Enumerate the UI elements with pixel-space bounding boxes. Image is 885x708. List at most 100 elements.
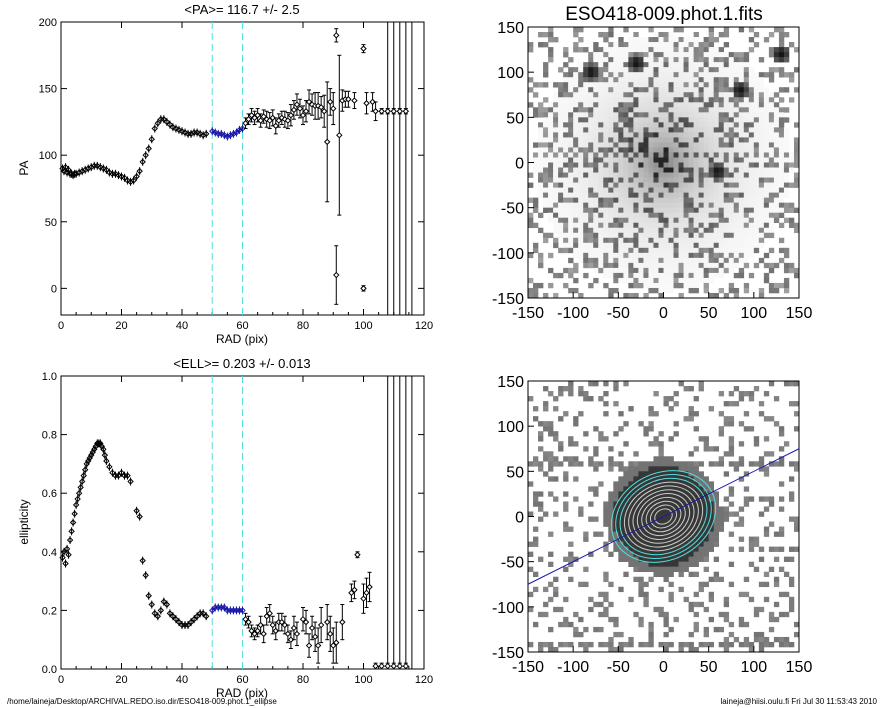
image-pixel	[768, 177, 775, 183]
image-pixel	[658, 272, 664, 279]
image-pixel	[573, 287, 579, 294]
image-pixel	[793, 172, 800, 178]
image-pixel	[533, 586, 539, 593]
image-pixel	[778, 37, 785, 43]
image-pixel	[633, 292, 639, 299]
data-point	[248, 627, 255, 635]
image-pixel	[568, 212, 574, 219]
image-pixel	[553, 222, 559, 229]
image-pixel	[548, 127, 554, 133]
image-pixel	[693, 167, 699, 173]
image-pixel	[628, 52, 634, 58]
image-pixel	[703, 222, 709, 229]
image-pixel	[768, 187, 775, 193]
image-pixel	[538, 556, 544, 562]
image-pixel	[653, 466, 659, 472]
image-pixel	[738, 122, 745, 128]
image-pixel	[643, 466, 649, 472]
image-pixel	[708, 237, 714, 244]
image-pixel	[658, 162, 664, 168]
image-pixel	[633, 147, 639, 153]
image-pixel	[553, 182, 559, 188]
image-pixel	[673, 277, 679, 284]
image-pixel	[608, 252, 614, 259]
image-pixel	[778, 127, 785, 133]
image-pixel	[608, 272, 614, 279]
image-pixel	[593, 601, 599, 608]
image-pixel	[763, 262, 770, 269]
image-pixel	[788, 606, 795, 613]
image-pixel	[763, 581, 770, 588]
image-pixel	[593, 77, 599, 83]
image-pixel	[593, 531, 599, 537]
image-pixel	[678, 77, 684, 83]
image-pixel	[778, 147, 785, 153]
image-pixel	[633, 97, 639, 103]
image-pixel	[578, 292, 584, 299]
image-pixel	[543, 97, 549, 103]
pa-xlabel: RAD (pix)	[216, 332, 268, 346]
image-pixel	[728, 77, 735, 83]
image-pixel	[603, 242, 609, 249]
image-pixel	[643, 182, 649, 188]
image-pixel	[593, 72, 599, 78]
image-pixel	[733, 287, 740, 294]
image-pixel	[603, 606, 609, 613]
image-pixel	[728, 421, 735, 427]
image-pixel	[678, 381, 684, 387]
data-point	[74, 495, 81, 503]
image-pixel	[763, 37, 770, 43]
image-pixel	[643, 292, 649, 299]
image-pixel	[688, 192, 694, 198]
image-pixel	[703, 82, 709, 88]
image-pixel	[703, 102, 709, 108]
image-pixel	[638, 62, 644, 68]
image-pixel	[633, 72, 639, 78]
image-pixel	[603, 401, 609, 407]
image-pixel	[743, 82, 750, 88]
image-pixel	[618, 152, 624, 158]
image-pixel	[623, 52, 629, 58]
image-pixel	[678, 192, 684, 198]
image-pixel	[703, 77, 709, 83]
image-pixel	[738, 232, 745, 239]
image-pixel	[553, 172, 559, 178]
image-pixel	[588, 212, 594, 219]
data-point	[103, 457, 110, 465]
image-pixel	[638, 97, 644, 103]
image-pixel	[763, 496, 770, 502]
image-pixel	[598, 47, 604, 53]
image-pixel	[778, 32, 785, 38]
image-pixel	[608, 641, 614, 648]
image-pixel	[653, 391, 659, 397]
image-pixel	[773, 147, 780, 153]
image-pixel	[608, 616, 614, 623]
image-pixel	[563, 267, 569, 274]
image-pixel	[618, 177, 624, 183]
image-pixel	[643, 57, 649, 63]
image-pixel	[653, 152, 659, 158]
image-pixel	[678, 461, 684, 467]
image-pixel	[618, 47, 624, 53]
image-pixel	[793, 87, 800, 93]
image-pixel	[693, 102, 699, 108]
data-point	[330, 642, 337, 649]
image-pixel	[583, 177, 589, 183]
image-pixel	[678, 212, 684, 219]
image-pixel	[733, 197, 740, 203]
image-pixel	[608, 112, 614, 118]
image-pixel	[728, 162, 735, 168]
image-pixel	[558, 172, 564, 178]
image-pixel	[573, 112, 579, 118]
image-pixel	[763, 87, 770, 93]
image-pixel	[678, 152, 684, 158]
image-pixel	[613, 481, 619, 487]
image-pixel	[733, 232, 740, 239]
image-pixel	[548, 207, 554, 213]
image-pixel	[738, 546, 745, 552]
image-pixel	[648, 252, 654, 259]
image-pixel	[683, 167, 689, 173]
image-pixel	[588, 92, 594, 98]
image-pixel	[678, 232, 684, 239]
data-point	[299, 615, 307, 623]
